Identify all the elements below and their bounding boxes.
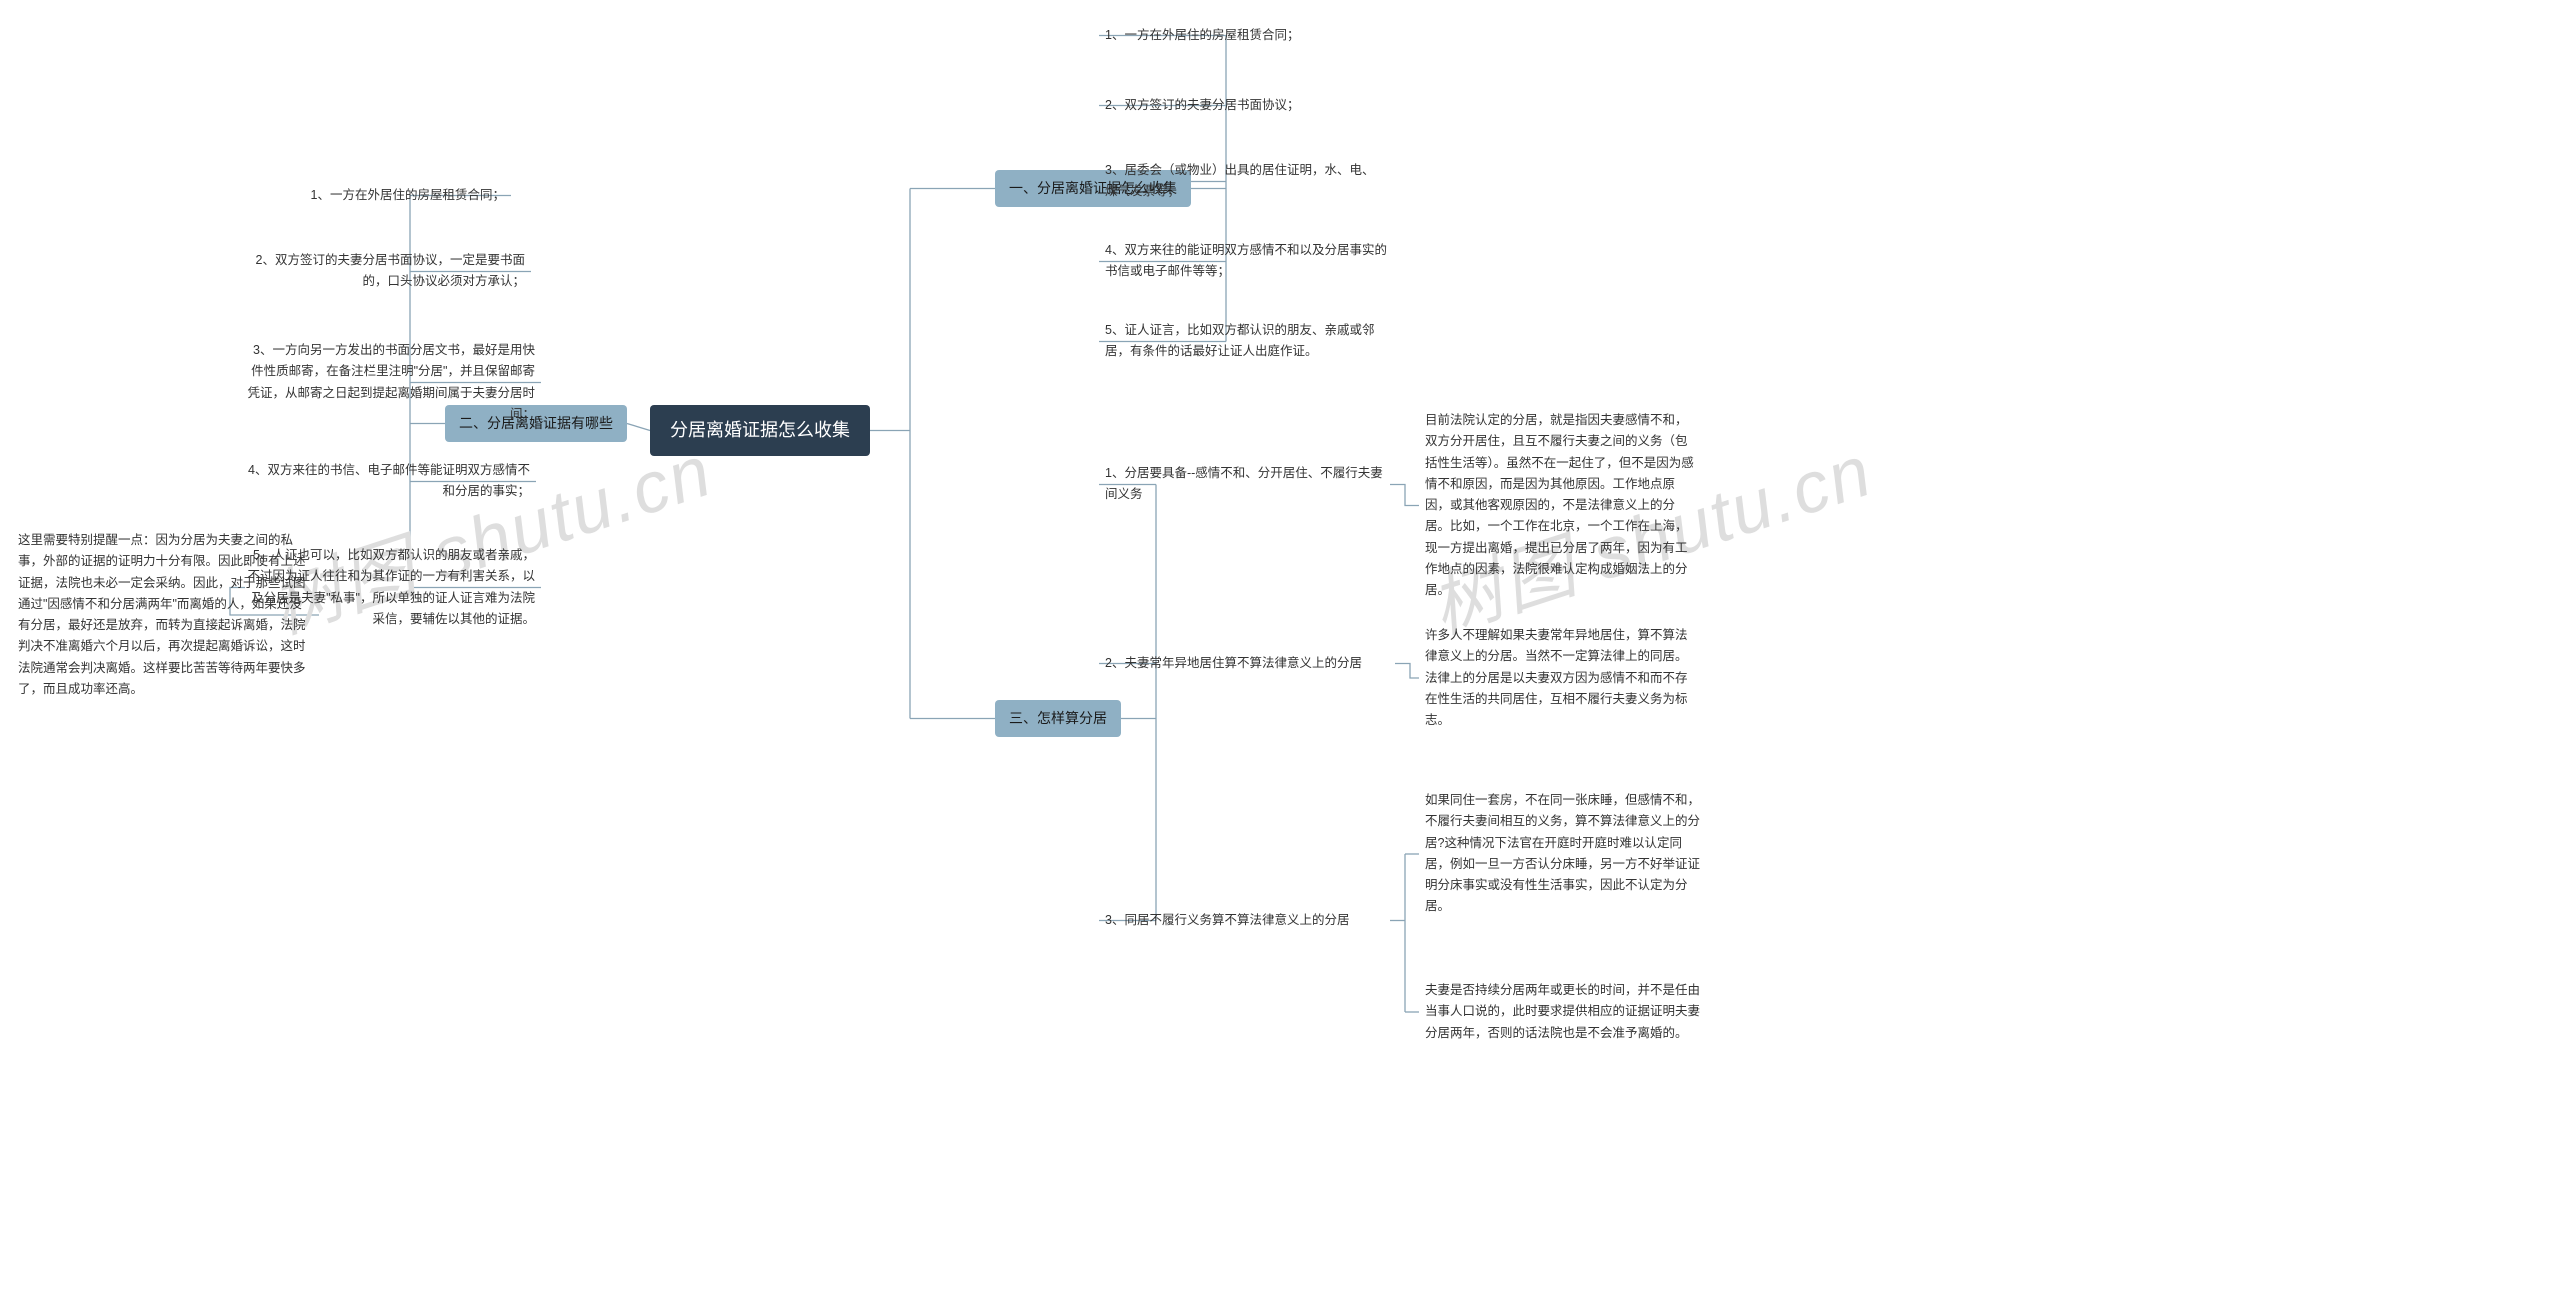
leaf-b3c3: 3、同居不履行义务算不算法律意义上的分居: [1105, 910, 1390, 931]
leaf-b3c2: 2、夫妻常年异地居住算不算法律意义上的分居: [1105, 653, 1395, 674]
leaf-b1c5: 5、证人证言，比如双方都认识的朋友、亲戚或邻居，有条件的话最好让证人出庭作证。: [1105, 320, 1395, 363]
leaf-b2c2: 2、双方签订的夫妻分居书面协议，一定是要书面的，口头协议必须对方承认；: [245, 250, 525, 293]
leaf-b2c5s1: 这里需要特别提醒一点：因为分居为夫妻之间的私事，外部的证据的证明力十分有限。因此…: [18, 530, 313, 700]
leaf-b3c2s1: 许多人不理解如果夫妻常年异地居住，算不算法律意义上的分居。当然不一定算法律上的同…: [1425, 625, 1695, 731]
leaf-b3c3s2: 夫妻是否持续分居两年或更长的时间，并不是任由当事人口说的，此时要求提供相应的证据…: [1425, 980, 1700, 1044]
root-node: 分居离婚证据怎么收集: [650, 405, 870, 456]
leaf-b2c1: 1、一方在外居住的房屋租赁合同；: [245, 185, 505, 206]
leaf-b2c4: 4、双方来往的书信、电子邮件等能证明双方感情不和分居的事实；: [245, 460, 530, 503]
branch-3: 三、怎样算分居: [995, 700, 1121, 737]
leaf-b3c1: 1、分居要具备--感情不和、分开居住、不履行夫妻间义务: [1105, 463, 1390, 506]
leaf-b3c1s1: 目前法院认定的分居，就是指因夫妻感情不和，双方分开居住，且互不履行夫妻之间的义务…: [1425, 410, 1695, 601]
leaf-b1c4: 4、双方来往的能证明双方感情不和以及分居事实的书信或电子邮件等等；: [1105, 240, 1390, 283]
leaf-b1c1: 1、一方在外居住的房屋租赁合同；: [1105, 25, 1365, 46]
leaf-b1c2: 2、双方签订的夫妻分居书面协议；: [1105, 95, 1365, 116]
leaf-b2c3: 3、一方向另一方发出的书面分居文书，最好是用快件性质邮寄，在备注栏里注明"分居"…: [245, 340, 535, 425]
leaf-b1c3: 3、居委会（或物业）出具的居住证明，水、电、煤气发票等；: [1105, 160, 1375, 203]
leaf-b3c3s1: 如果同住一套房，不在同一张床睡，但感情不和，不履行夫妻间相互的义务，算不算法律意…: [1425, 790, 1700, 918]
